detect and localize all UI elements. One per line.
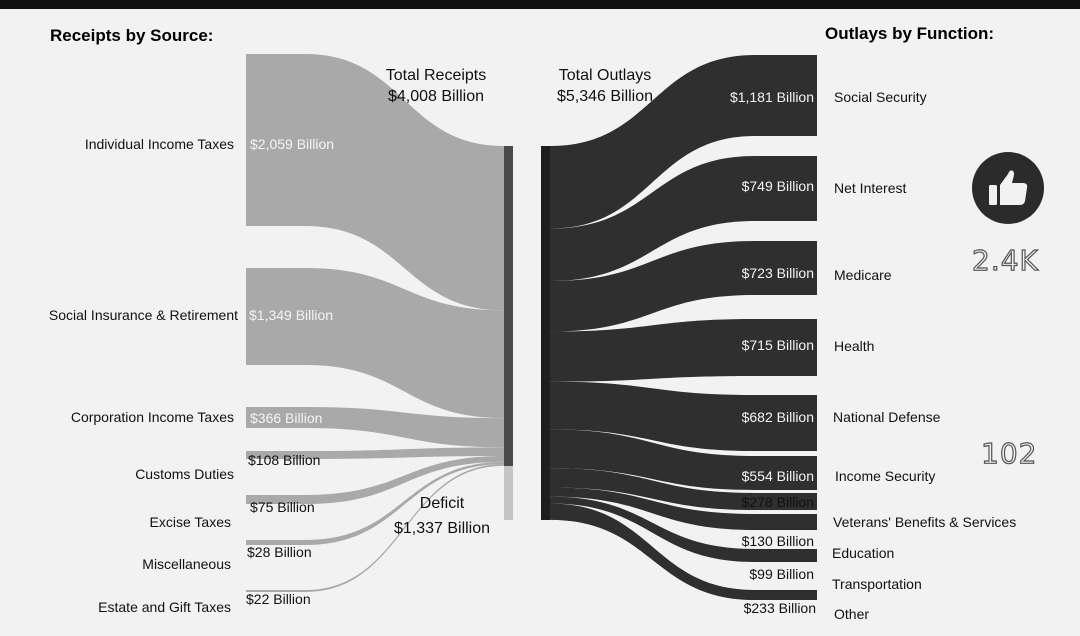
receipt-value: $75 Billion	[250, 499, 315, 515]
outlays-node-bar	[541, 146, 550, 520]
outlay-flow	[550, 381, 755, 451]
outlay-target-block	[755, 549, 817, 562]
receipt-source-block	[246, 590, 305, 592]
outlay-value: $233 Billion	[743, 600, 816, 616]
total-outlays: Total Outlays $5,346 Billion	[535, 65, 675, 107]
outlay-value: $682 Billion	[741, 409, 814, 425]
outlay-label: Net Interest	[834, 180, 907, 196]
outlay-target-block	[755, 156, 817, 221]
outlays-heading: Outlays by Function:	[825, 24, 995, 43]
outlay-label: National Defense	[833, 409, 941, 425]
outlay-flow	[550, 468, 755, 510]
outlay-flow	[550, 429, 755, 490]
receipt-flow	[305, 54, 504, 311]
outlay-flow	[550, 503, 755, 600]
receipt-flow	[305, 268, 504, 419]
receipts-node-bar	[504, 146, 513, 466]
receipt-source-block	[246, 54, 305, 226]
receipt-value: $28 Billion	[247, 544, 312, 560]
receipt-flow	[305, 461, 504, 545]
top-frame-bar	[0, 0, 1080, 9]
receipt-value: $366 Billion	[250, 410, 323, 426]
outlay-value: $715 Billion	[741, 337, 814, 353]
receipt-label: Miscellaneous	[142, 556, 231, 572]
outlay-flow	[550, 319, 755, 382]
outlay-target-block	[755, 241, 817, 295]
receipt-value: $108 Billion	[248, 452, 321, 468]
outlay-flow	[550, 55, 755, 229]
receipt-label: Customs Duties	[135, 466, 234, 482]
deficit-node-bar	[504, 466, 513, 520]
outlay-label: Veterans' Benefits & Services	[833, 514, 1017, 530]
total-outlays-label: Total Outlays	[558, 67, 652, 84]
outlay-target-block	[755, 319, 817, 376]
like-button[interactable]	[972, 152, 1044, 224]
receipt-label: Excise Taxes	[149, 514, 231, 530]
outlay-value: $554 Billion	[741, 468, 814, 484]
receipt-source-block	[246, 407, 305, 428]
outlay-flow	[550, 241, 755, 332]
deficit-label: Deficit	[419, 495, 465, 512]
outlay-target-block	[755, 590, 817, 600]
comment-count: 102	[980, 436, 1038, 470]
receipt-flow	[305, 447, 504, 459]
outlay-label: Income Security	[835, 468, 936, 484]
total-receipts-value: $4,008 Billion	[387, 88, 485, 105]
like-count: 2.4K	[971, 243, 1039, 277]
receipt-source-block	[246, 268, 305, 365]
receipt-label: Individual Income Taxes	[84, 136, 234, 152]
receipts-heading: Receipts by Source:	[50, 26, 214, 45]
receipt-label: Estate and Gift Taxes	[98, 599, 231, 615]
receipt-label: Social Insurance & Retirement	[48, 307, 238, 323]
receipt-source-block	[246, 495, 305, 504]
outlay-label: Education	[832, 545, 895, 561]
outlay-target-block	[755, 395, 817, 451]
outlay-target-block	[755, 55, 817, 136]
total-receipts-label: Total Receipts	[385, 67, 487, 84]
outlay-label: Social Security	[834, 89, 927, 105]
receipt-value: $1,349 Billion	[249, 307, 334, 323]
outlay-label: Health	[834, 338, 875, 354]
deficit-value: $1,337 Billion	[393, 520, 491, 537]
deficit: Deficit $1,337 Billion	[372, 493, 512, 539]
outlay-target-block	[755, 456, 817, 490]
outlay-label: Medicare	[834, 267, 892, 283]
receipt-value: $2,059 Billion	[250, 136, 335, 152]
outlay-value: $723 Billion	[741, 265, 814, 281]
outlay-value: $1,181 Billion	[729, 89, 814, 105]
total-receipts: Total Receipts $4,008 Billion	[366, 65, 506, 107]
receipt-flow	[305, 464, 504, 592]
outlay-flow	[550, 156, 755, 282]
receipt-flow	[305, 407, 504, 448]
thumbs-up-icon	[989, 170, 1028, 205]
total-outlays-value: $5,346 Billion	[556, 88, 654, 105]
outlay-target-block	[755, 514, 817, 530]
outlay-value: $130 Billion	[741, 533, 814, 549]
receipt-label: Corporation Income Taxes	[70, 409, 234, 425]
outlay-label: Transportation	[832, 576, 922, 592]
receipt-source-block	[246, 540, 305, 545]
receipt-value: $22 Billion	[246, 591, 311, 607]
outlay-flow	[550, 496, 755, 562]
receipt-flow	[305, 455, 504, 504]
outlay-label: Other	[834, 606, 870, 622]
outlay-target-block	[755, 493, 817, 510]
outlay-value: $749 Billion	[741, 178, 814, 194]
outlay-flow	[550, 487, 755, 530]
outlay-value: $99 Billion	[749, 566, 814, 582]
receipt-source-block	[246, 451, 305, 459]
outlay-value: $278 Billion	[741, 494, 814, 510]
